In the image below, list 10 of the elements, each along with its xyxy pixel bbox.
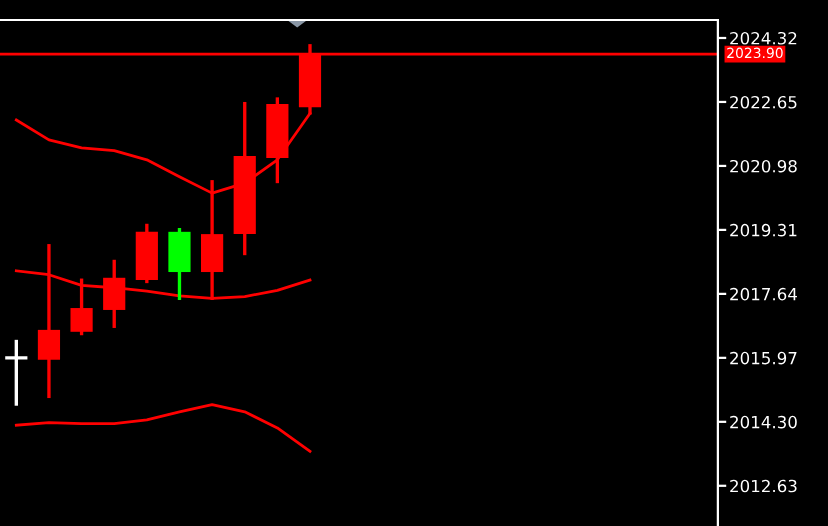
y-tick-label: 2022.65 (730, 95, 797, 109)
y-tick-label: 2019.31 (730, 223, 797, 237)
y-tick-label: 2020.98 (730, 159, 797, 173)
y-tick-label: 2024.32 (730, 31, 797, 45)
y-tick-label: 2015.97 (730, 351, 797, 365)
y-tick-label: 2017.64 (730, 287, 797, 301)
y-tick-label: 2012.63 (730, 479, 797, 493)
candlestick (168, 226, 191, 302)
y-tick-label: 2014.30 (730, 415, 797, 429)
line-series (14, 403, 312, 453)
